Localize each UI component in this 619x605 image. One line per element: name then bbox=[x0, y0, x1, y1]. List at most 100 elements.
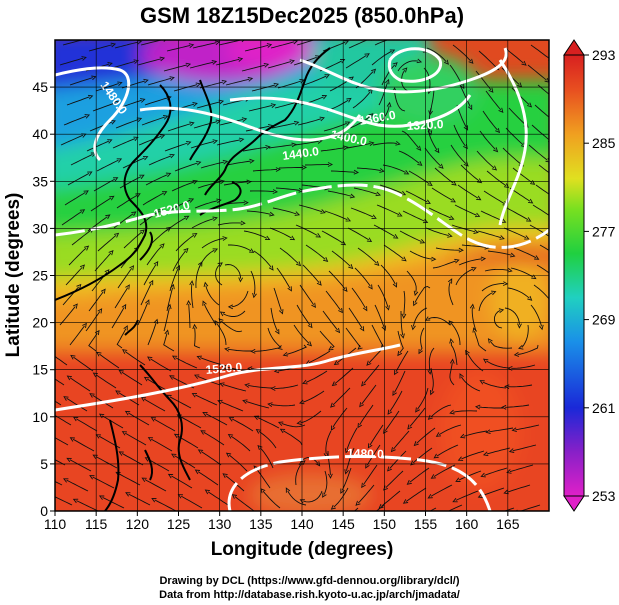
streamline bbox=[76, 418, 98, 432]
streamline-arrow bbox=[485, 429, 491, 435]
streamline-arrow bbox=[454, 258, 460, 264]
streamline bbox=[274, 384, 299, 389]
streamline-arrow bbox=[83, 245, 90, 251]
streamline-arrow bbox=[558, 256, 562, 260]
streamline-arrow bbox=[141, 477, 147, 483]
streamline-arrow bbox=[136, 117, 143, 123]
streamline bbox=[95, 374, 117, 389]
streamline bbox=[303, 75, 327, 86]
streamline bbox=[507, 287, 530, 299]
streamline-arrow bbox=[183, 247, 189, 254]
streamline bbox=[90, 197, 112, 212]
streamline bbox=[267, 61, 292, 69]
streamline-arrow bbox=[402, 67, 408, 73]
streamline-arrow bbox=[38, 473, 43, 477]
streamline-arrow bbox=[151, 498, 157, 503]
streamline bbox=[296, 304, 311, 326]
streamline bbox=[71, 229, 92, 246]
streamline bbox=[65, 266, 83, 286]
streamline-arrow bbox=[238, 137, 245, 143]
streamline bbox=[194, 200, 218, 209]
streamline bbox=[94, 252, 112, 272]
streamline bbox=[402, 210, 425, 222]
streamline bbox=[512, 167, 533, 183]
streamline-arrow bbox=[89, 475, 95, 480]
streamline bbox=[281, 422, 306, 428]
streamline bbox=[406, 270, 417, 293]
streamline bbox=[59, 57, 84, 66]
streamline bbox=[293, 324, 310, 344]
streamline bbox=[72, 438, 95, 452]
streamline-arrow bbox=[175, 264, 180, 271]
streamline bbox=[450, 144, 467, 165]
streamline-arrow bbox=[66, 375, 72, 381]
streamline-arrow bbox=[266, 43, 273, 48]
streamline-arrow bbox=[321, 95, 328, 100]
streamline bbox=[504, 307, 520, 325]
streamline-arrow bbox=[150, 417, 157, 422]
streamline-arrow bbox=[272, 189, 279, 194]
streamline bbox=[63, 115, 87, 126]
x-tick-label: 165 bbox=[496, 516, 520, 532]
streamline-arrow bbox=[429, 389, 435, 396]
streamline-arrow bbox=[402, 499, 409, 504]
streamline bbox=[267, 327, 282, 349]
streamline-arrow bbox=[246, 179, 252, 185]
streamline bbox=[128, 412, 150, 426]
streamline-arrow bbox=[386, 101, 392, 108]
streamline-arrow bbox=[511, 427, 517, 433]
streamline-arrow bbox=[330, 425, 336, 431]
footer-credit-dcl: Drawing by DCL (https://www.gfd-dennou.o… bbox=[159, 575, 460, 587]
streamline-arrow bbox=[416, 145, 422, 151]
streamline-arrow bbox=[413, 290, 419, 297]
streamline bbox=[403, 290, 406, 315]
streamline-arrow bbox=[375, 191, 381, 197]
streamline-arrow bbox=[449, 215, 455, 220]
streamline bbox=[205, 285, 220, 306]
streamline-arrow bbox=[477, 493, 484, 498]
streamline-arrow bbox=[263, 62, 270, 68]
streamline bbox=[460, 164, 480, 182]
streamline bbox=[430, 484, 453, 497]
streamline-arrow bbox=[222, 159, 229, 165]
streamline-arrow bbox=[228, 417, 234, 422]
streamline bbox=[435, 247, 460, 251]
streamline bbox=[168, 199, 191, 212]
streamline-arrow bbox=[406, 479, 412, 485]
streamline-arrow bbox=[315, 461, 321, 467]
streamline bbox=[484, 467, 508, 476]
streamline-arrow bbox=[118, 369, 124, 375]
streamline-arrow bbox=[70, 354, 76, 360]
streamline bbox=[241, 64, 266, 72]
streamline-arrow bbox=[480, 256, 487, 262]
streamline bbox=[394, 370, 406, 393]
streamline bbox=[59, 306, 76, 326]
streamline bbox=[333, 487, 349, 508]
streamline-arrow bbox=[139, 229, 146, 235]
streamline-arrow bbox=[203, 281, 209, 288]
streamline-arrow bbox=[495, 127, 501, 134]
streamline-arrow bbox=[361, 482, 366, 489]
streamline-arrow bbox=[212, 248, 219, 253]
streamline-arrow bbox=[324, 74, 330, 79]
streamline-arrow bbox=[167, 473, 174, 479]
streamline-arrow bbox=[274, 329, 280, 335]
streamline-arrow bbox=[320, 209, 326, 214]
y-tick-label: 5 bbox=[40, 456, 48, 472]
streamline bbox=[230, 435, 251, 452]
streamline-arrow bbox=[489, 514, 493, 518]
streamline-arrow bbox=[269, 211, 275, 217]
streamline-arrow bbox=[359, 326, 365, 332]
streamline-arrow bbox=[140, 98, 146, 103]
streamline bbox=[427, 127, 438, 151]
streamline-arrow bbox=[189, 280, 195, 286]
streamline bbox=[327, 190, 352, 197]
streamline-arrow bbox=[270, 103, 277, 108]
streamline-arrow bbox=[72, 416, 79, 422]
streamline-arrow bbox=[110, 120, 116, 125]
streamline-arrow bbox=[159, 243, 165, 249]
streamline bbox=[149, 228, 169, 246]
streamline bbox=[428, 207, 451, 219]
streamline-arrow bbox=[217, 262, 223, 268]
streamline-arrow bbox=[135, 193, 141, 198]
